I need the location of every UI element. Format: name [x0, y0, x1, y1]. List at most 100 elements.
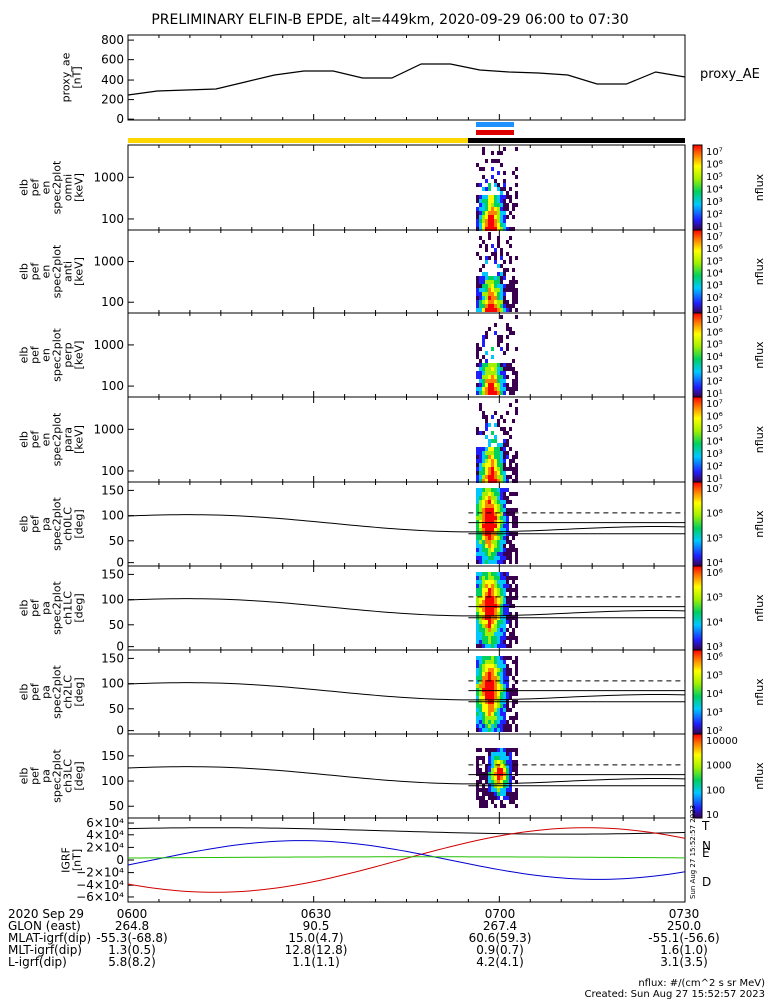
spectrogram-cell [497, 379, 500, 383]
spectrogram-cell [485, 248, 488, 252]
spectrogram-cell [476, 560, 479, 564]
spectrogram-cell [488, 612, 491, 616]
spectrogram-cell [512, 207, 515, 211]
spectrogram-cell [515, 640, 518, 644]
spectrogram-cell [485, 359, 488, 363]
spectrogram-cell [515, 716, 518, 720]
spectrogram-cell [497, 219, 500, 223]
spectrogram-cell [494, 280, 497, 284]
colorbar-tick-label: 10⁷ [706, 232, 723, 243]
spectrogram-cell [476, 496, 479, 500]
colorbar-label: nflux [753, 341, 766, 369]
spectrogram-cell [491, 620, 494, 624]
y-axis-label: pa [40, 517, 53, 531]
spectrogram-cell [494, 379, 497, 383]
y-axis-label: pef [29, 345, 42, 364]
spectrogram-cell [488, 391, 491, 395]
spectrogram-cell [485, 664, 488, 668]
spectrogram-cell [476, 296, 479, 300]
spectrogram-cell [488, 760, 491, 764]
spectrogram-cell [482, 572, 485, 576]
footer-value: 1.1(1.1) [292, 955, 340, 969]
spectrogram-cell [491, 708, 494, 712]
spectrogram-cell [482, 227, 485, 231]
spectrogram-cell [512, 524, 515, 528]
spectrogram-cell [482, 776, 485, 780]
spectrogram-cell [479, 796, 482, 800]
spectrogram-cell [485, 467, 488, 471]
spectrogram-cell [497, 644, 500, 648]
spectrogram-cell [485, 628, 488, 632]
spectrogram-cell [488, 467, 491, 471]
spectrogram-cell [476, 479, 479, 483]
spectrogram-cell [500, 520, 503, 524]
spectrogram-cell [491, 676, 494, 680]
spectrogram-cell [482, 528, 485, 532]
spectrogram-cell [479, 544, 482, 548]
spectrogram-cell [494, 752, 497, 756]
spectrogram-cell [497, 280, 500, 284]
colorbar [692, 312, 703, 398]
spectrogram-cell [479, 788, 482, 792]
spectrogram-cell [500, 660, 503, 664]
spectrogram-cell [500, 471, 503, 475]
spectrogram-cell [476, 252, 479, 256]
spectrogram-cell [515, 399, 518, 403]
spectrogram-cell [476, 363, 479, 367]
y-tick-label: 0 [116, 556, 124, 570]
spectrogram-cell [500, 640, 503, 644]
panel-omni: 1000100elbpefenspec2plotomni[keV]10⁷10⁶1… [18, 144, 766, 233]
spectrogram-cell [476, 163, 479, 167]
spectrogram-cell [494, 632, 497, 636]
spectrogram-cell [479, 391, 482, 395]
spectrogram-cell [485, 584, 488, 588]
spectrogram-cell [479, 227, 482, 231]
spectrogram-cell [482, 240, 485, 244]
spectrogram-cell [506, 628, 509, 632]
spectrogram-cell [515, 668, 518, 672]
spectrogram-cell [506, 580, 509, 584]
spectrogram-cell [515, 780, 518, 784]
spectrogram-cell [509, 280, 512, 284]
spectrogram-cell [515, 375, 518, 379]
spectrogram-cell [488, 720, 491, 724]
spectrogram-cell [494, 600, 497, 604]
spectrogram-cell [488, 280, 491, 284]
y-axis-label: pa [40, 601, 53, 615]
spectrogram-cell [506, 288, 509, 292]
colorbar-label: nflux [753, 762, 766, 790]
spectrogram-cell [476, 632, 479, 636]
spectrogram-cell [515, 191, 518, 195]
spectrogram-cell [476, 660, 479, 664]
spectrogram-cell [506, 644, 509, 648]
spectrogram-cell [476, 604, 479, 608]
spectrogram-cell [485, 223, 488, 227]
spectrogram-cell [476, 636, 479, 640]
spectrogram-cell [494, 467, 497, 471]
spectrogram-cell [482, 447, 485, 451]
spectrogram-cell [497, 375, 500, 379]
spectrogram-cell [500, 455, 503, 459]
spectrogram-cell [500, 624, 503, 628]
spectrogram-cell [512, 676, 515, 680]
spectrogram-cell [485, 552, 488, 556]
spectrogram-cell [476, 668, 479, 672]
spectrogram-cell [506, 672, 509, 676]
spectrogram-cell [488, 728, 491, 732]
footer-value: 5.8(8.2) [108, 955, 156, 969]
y-axis-label: [deg] [73, 677, 86, 706]
spectrogram-cell [482, 500, 485, 504]
y-axis-label: elb [18, 600, 31, 617]
spectrogram-cell [488, 608, 491, 612]
spectrogram-cell [476, 720, 479, 724]
spectrogram-cell [497, 560, 500, 564]
spectrogram-cell [512, 520, 515, 524]
spectrogram-cell [476, 475, 479, 479]
spectrogram-cell [500, 379, 503, 383]
spectrogram-cell [488, 288, 491, 292]
spectrogram-cell [476, 692, 479, 696]
spectrogram-cell [476, 284, 479, 288]
spectrogram-cell [497, 211, 500, 215]
spectrogram-cell [500, 292, 503, 296]
spectrogram-cell [497, 556, 500, 560]
